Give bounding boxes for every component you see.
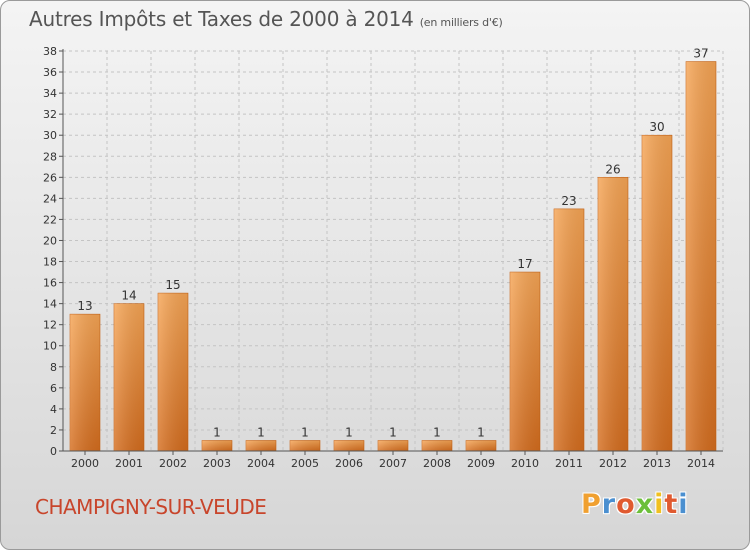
y-tick-label: 4: [50, 403, 57, 416]
y-tick-label: 2: [50, 424, 57, 437]
bar-value-label: 37: [693, 47, 708, 61]
y-tick-label: 24: [43, 192, 57, 205]
logo-letter: o: [616, 489, 636, 520]
x-tick-label: 2014: [687, 457, 715, 470]
bar-value-label: 1: [345, 425, 353, 439]
bar-value-label: 26: [605, 162, 620, 176]
x-tick-label: 2009: [467, 457, 495, 470]
bar-shade: [334, 440, 364, 451]
y-tick-label: 16: [43, 277, 57, 290]
y-tick-label: 28: [43, 150, 57, 163]
x-tick-label: 2013: [643, 457, 671, 470]
bar-shade: [466, 440, 496, 451]
proxiti-logo: Proxiti: [581, 489, 689, 520]
bar-shade: [114, 303, 144, 451]
y-tick-label: 12: [43, 319, 57, 332]
bar-value-label: 1: [433, 425, 441, 439]
logo-letter: i: [678, 489, 689, 520]
x-tick-label: 2005: [291, 457, 319, 470]
bar-shade: [70, 314, 100, 451]
chart-title: Autres Impôts et Taxes de 2000 à 2014 (en…: [29, 7, 503, 31]
bar-shade: [246, 440, 276, 451]
y-tick-label: 10: [43, 340, 57, 353]
y-tick-label: 8: [50, 361, 57, 374]
y-tick-label: 0: [50, 445, 57, 458]
x-tick-label: 2008: [423, 457, 451, 470]
bar-value-label: 1: [213, 425, 221, 439]
bar-value-label: 23: [561, 194, 576, 208]
y-tick-label: 20: [43, 234, 57, 247]
bar-shade: [158, 293, 188, 451]
chart-title-text: Autres Impôts et Taxes de 2000 à 2014: [29, 7, 414, 31]
bar-shade: [378, 440, 408, 451]
x-tick-label: 2002: [159, 457, 187, 470]
x-tick-label: 2001: [115, 457, 143, 470]
logo-letter: r: [601, 489, 617, 520]
bar-value-label: 1: [477, 425, 485, 439]
y-tick-label: 30: [43, 129, 57, 142]
y-tick-label: 6: [50, 382, 57, 395]
x-tick-label: 2003: [203, 457, 231, 470]
y-tick-label: 32: [43, 108, 57, 121]
logo-letter: i: [654, 489, 665, 520]
y-tick-label: 22: [43, 213, 57, 226]
bar-shade: [422, 440, 452, 451]
y-tick-label: 14: [43, 298, 57, 311]
x-tick-label: 2000: [71, 457, 99, 470]
x-tick-label: 2011: [555, 457, 583, 470]
x-tick-label: 2012: [599, 457, 627, 470]
bar-value-label: 1: [301, 425, 309, 439]
x-tick-label: 2010: [511, 457, 539, 470]
bar-shade: [686, 61, 716, 452]
logo-letter: t: [664, 489, 679, 520]
bar-shade: [598, 177, 628, 451]
town-name: CHAMPIGNY-SUR-VEUDE: [35, 495, 267, 519]
y-tick-label: 18: [43, 256, 57, 269]
chart-unit: (en milliers d'€): [419, 16, 503, 29]
bar-value-label: 1: [257, 425, 265, 439]
y-tick-label: 36: [43, 66, 57, 79]
x-tick-label: 2007: [379, 457, 407, 470]
bar-shade: [510, 272, 540, 451]
x-tick-label: 2006: [335, 457, 363, 470]
y-tick-label: 34: [43, 87, 57, 100]
y-tick-label: 26: [43, 171, 57, 184]
bar-value-label: 30: [649, 120, 664, 134]
logo-letter: x: [635, 489, 655, 520]
y-tick-label: 38: [43, 45, 57, 58]
bar-shade: [202, 440, 232, 451]
x-tick-label: 2004: [247, 457, 275, 470]
bar-value-label: 15: [165, 278, 180, 292]
bar-value-label: 17: [517, 257, 532, 271]
bar-shade: [642, 135, 672, 452]
bar-shade: [554, 208, 584, 451]
logo-letter: P: [581, 489, 602, 520]
bar-value-label: 13: [77, 299, 92, 313]
bar-value-label: 14: [121, 289, 136, 303]
bar-value-label: 1: [389, 425, 397, 439]
bar-shade: [290, 440, 320, 451]
